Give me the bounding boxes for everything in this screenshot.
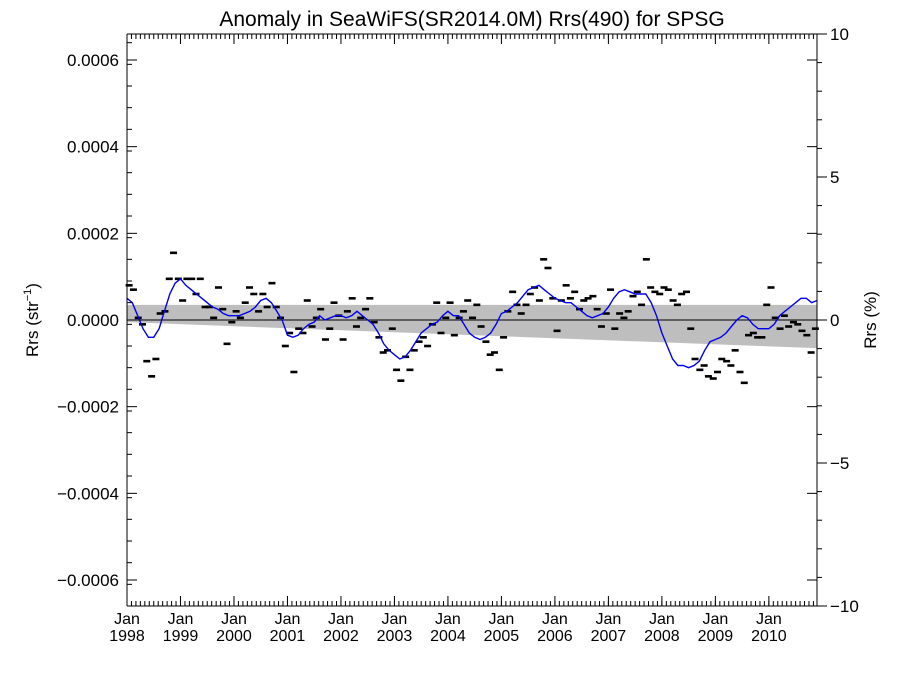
x-tick-month-label: Jan bbox=[649, 611, 675, 628]
x-tick-year-label: 2007 bbox=[591, 628, 627, 645]
y-right-tick-label: −10 bbox=[830, 597, 859, 616]
y-axis-left-label: Rrs (str−1) bbox=[22, 283, 42, 357]
y-left-tick-label: 0.0002 bbox=[67, 224, 119, 243]
x-tick-year-label: 2001 bbox=[270, 628, 306, 645]
x-tick-month-label: Jan bbox=[702, 611, 728, 628]
y-right-tick-label: 0 bbox=[830, 311, 839, 330]
running-mean-line bbox=[126, 277, 818, 369]
y-axis-left-label-text: Rrs (str bbox=[23, 301, 42, 357]
x-tick-year-label: 2008 bbox=[644, 628, 680, 645]
x-tick-month-label: Jan bbox=[382, 611, 408, 628]
x-tick-year-label: 2002 bbox=[323, 628, 359, 645]
y-left-tick-label: 0.0004 bbox=[67, 138, 119, 157]
y-right-tick-label: −5 bbox=[830, 454, 849, 473]
x-tick-year-label: 1998 bbox=[109, 628, 145, 645]
y-right-tick-label: 10 bbox=[830, 25, 849, 44]
chart-title: Anomaly in SeaWiFS(SR2014.0M) Rrs(490) f… bbox=[219, 8, 724, 31]
x-tick-month-label: Jan bbox=[168, 611, 194, 628]
y-axis-right-label: Rrs (%) bbox=[861, 291, 880, 349]
x-tick-year-label: 2000 bbox=[216, 628, 252, 645]
plot-area bbox=[125, 251, 819, 385]
y-axis-left-label-exponent: −1 bbox=[22, 289, 34, 302]
y-left-tick-label: −0.0004 bbox=[57, 484, 119, 503]
trend-envelope bbox=[127, 304, 817, 349]
x-tick-year-label: 2003 bbox=[377, 628, 413, 645]
x-tick-year-label: 1999 bbox=[163, 628, 199, 645]
y-left-tick-label: 0.0000 bbox=[67, 311, 119, 330]
x-tick-month-label: Jan bbox=[275, 611, 301, 628]
x-tick-month-label: Jan bbox=[756, 611, 782, 628]
x-tick-year-label: 2006 bbox=[537, 628, 573, 645]
x-tick-month-label: Jan bbox=[435, 611, 461, 628]
x-tick-year-label: 2010 bbox=[751, 628, 787, 645]
y-left-tick-label: 0.0006 bbox=[67, 51, 119, 70]
x-tick-month-label: Jan bbox=[114, 611, 140, 628]
x-tick-month-label: Jan bbox=[221, 611, 247, 628]
x-tick-year-label: 2004 bbox=[430, 628, 466, 645]
x-tick-month-label: Jan bbox=[595, 611, 621, 628]
x-tick-month-label: Jan bbox=[328, 611, 354, 628]
y-left-tick-label: −0.0002 bbox=[57, 398, 119, 417]
x-tick-month-label: Jan bbox=[489, 611, 515, 628]
axes: 0.0006 0.0004 0.0002 0.0000 −0.0002 −0.0004 −0… bbox=[57, 25, 859, 645]
y-right-tick-label: 5 bbox=[830, 168, 839, 187]
y-axis-left-label-close: ) bbox=[23, 283, 42, 289]
x-tick-year-label: 2009 bbox=[698, 628, 734, 645]
y-left-tick-label: −0.0006 bbox=[57, 571, 119, 590]
x-tick-year-label: 2005 bbox=[484, 628, 520, 645]
x-tick-month-label: Jan bbox=[542, 611, 568, 628]
